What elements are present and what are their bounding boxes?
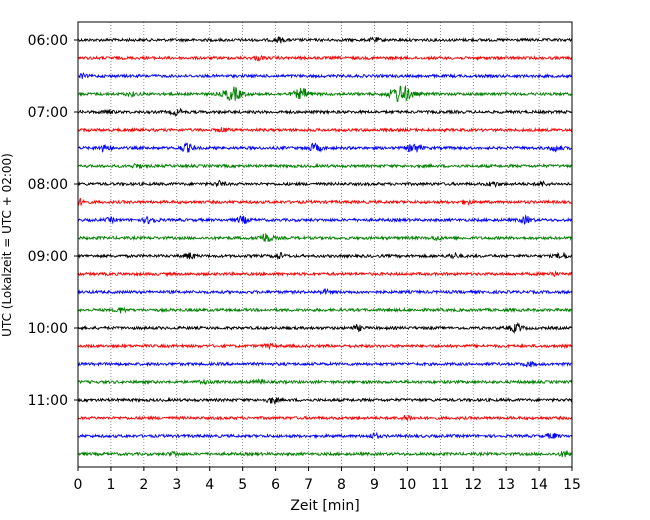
trace-line <box>77 84 573 102</box>
trace-line <box>77 54 573 62</box>
y-tick-label: 11:00 <box>28 393 68 409</box>
trace-line <box>77 321 573 334</box>
x-tick-label: 10 <box>398 477 416 493</box>
x-tick-label: 5 <box>238 477 247 493</box>
trace-line <box>77 126 573 134</box>
x-tick-label: 1 <box>106 477 115 493</box>
x-tick-label: 2 <box>139 477 148 493</box>
y-axis-label: UTC (Lokalzeit = UTC + 02:00) <box>0 153 14 337</box>
y-tick-label: 08:00 <box>28 177 68 193</box>
trace-line <box>77 179 572 188</box>
x-tick-label: 0 <box>74 477 83 493</box>
trace-line <box>77 342 573 350</box>
trace-line <box>77 270 573 278</box>
trace-line <box>77 162 573 170</box>
x-tick-label: 15 <box>563 477 581 493</box>
x-axis-ticks: 0 1 2 3 4 5 6 7 8 9 10 11 12 13 14 15 <box>74 467 581 493</box>
x-tick-label: 12 <box>464 477 482 493</box>
trace-line <box>77 251 573 260</box>
x-tick-label: 14 <box>530 477 548 493</box>
x-tick-label: 13 <box>497 477 515 493</box>
x-tick-label: 3 <box>172 477 181 493</box>
y-tick-label: 07:00 <box>28 105 68 121</box>
trace-line <box>77 72 573 80</box>
y-axis-ticks: 06:00 07:00 08:00 09:00 10:00 11:00 <box>28 33 78 409</box>
trace-line <box>77 197 572 206</box>
trace-line <box>77 36 573 44</box>
trace-line <box>77 378 573 386</box>
x-tick-label: 9 <box>370 477 379 493</box>
x-tick-label: 4 <box>205 477 214 493</box>
x-tick-label: 8 <box>337 477 346 493</box>
vertical-grid <box>110 22 540 467</box>
trace-line <box>77 414 573 422</box>
x-tick-label: 11 <box>431 477 449 493</box>
y-tick-label: 10:00 <box>28 321 68 337</box>
plot-frame <box>77 21 573 468</box>
x-axis-label: Zeit [min] <box>290 498 359 514</box>
seismic-traces <box>77 36 573 458</box>
trace-line <box>77 107 573 118</box>
trace-line <box>77 450 572 458</box>
x-tick-label: 7 <box>304 477 313 493</box>
trace-line <box>77 360 572 368</box>
y-tick-label: 06:00 <box>28 33 68 49</box>
trace-line <box>77 287 573 296</box>
y-tick-label: 09:00 <box>28 249 68 265</box>
trace-line <box>77 233 572 242</box>
trace-line <box>77 214 573 225</box>
trace-line <box>77 142 572 153</box>
trace-line <box>77 431 573 440</box>
x-tick-label: 6 <box>271 477 280 493</box>
trace-line <box>77 306 573 314</box>
trace-line <box>77 396 573 406</box>
